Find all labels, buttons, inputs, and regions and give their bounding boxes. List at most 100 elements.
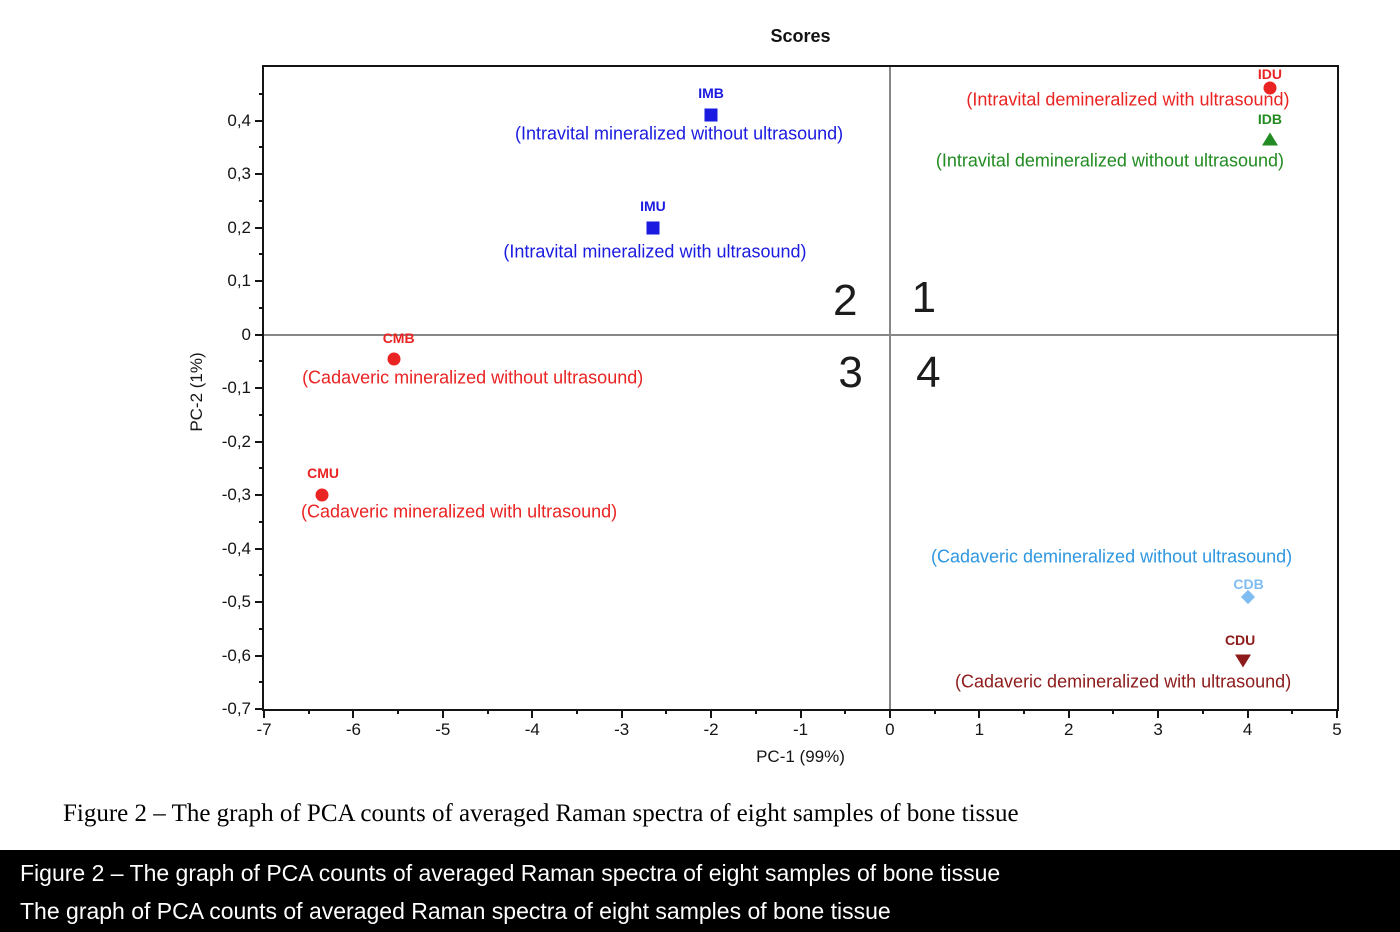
point-code-label-CMB: CMB	[382, 329, 415, 346]
y-axis-tick-label: -0,6	[221, 645, 251, 665]
y-axis-minor-tick	[259, 520, 264, 523]
square-marker-icon	[646, 221, 660, 234]
x-axis-minor-tick	[1112, 709, 1115, 714]
point-code-label-IDB: IDB	[1257, 111, 1282, 128]
x-axis-tick	[531, 709, 534, 718]
x-axis-tick-label: -5	[435, 720, 451, 739]
x-axis-tick-label: 4	[1242, 720, 1253, 739]
y-axis-minor-tick	[259, 360, 264, 363]
x-axis-title: PC-1 (99%)	[756, 747, 845, 766]
x-axis-tick	[978, 709, 981, 718]
y-axis-tick-label: 0	[241, 324, 251, 344]
x-axis-tick-label: -3	[614, 720, 630, 739]
data-point-marker-CDU	[1235, 654, 1252, 668]
point-desc-label-IDB: (Intravital demineralized without ultras…	[935, 150, 1285, 171]
diamond-marker-icon	[1240, 589, 1255, 604]
y-axis-tick-label: 0,1	[227, 271, 251, 290]
point-code-label-CDU: CDU	[1224, 631, 1256, 648]
figure-caption: Figure 2 – The graph of PCA counts of av…	[63, 800, 1019, 827]
point-desc-label-CDB: (Cadaveric demineralized without ultraso…	[930, 546, 1293, 567]
x-axis-tick	[263, 709, 265, 718]
y-axis-tick-label: -0,1	[221, 378, 251, 397]
y-axis-tick	[255, 226, 264, 229]
x-axis-tick	[441, 709, 444, 718]
x-axis-minor-tick	[844, 709, 847, 714]
x-axis-tick	[799, 709, 802, 718]
point-code-label-IMU: IMU	[640, 197, 666, 214]
x-axis-tick	[1067, 709, 1070, 718]
y-axis-tick	[255, 333, 264, 336]
y-axis-minor-tick	[259, 253, 264, 256]
caption-bar-line2: The graph of PCA counts of averaged Rama…	[20, 898, 891, 924]
point-desc-label-IDU: (Intravital demineralized with ultrasoun…	[966, 89, 1290, 110]
y-axis-tick	[255, 654, 264, 657]
point-desc-label-IMU: (Intravital mineralized with ultrasound)	[503, 241, 807, 261]
x-axis-tick-label: 2	[1064, 720, 1074, 739]
zero-line-horizontal	[264, 333, 1337, 336]
x-axis-minor-tick	[933, 709, 936, 714]
point-code-label-IMB: IMB	[698, 85, 724, 102]
quadrant-label-2: 2	[832, 276, 858, 326]
y-axis-minor-tick	[259, 681, 264, 684]
x-axis-tick-label: 5	[1332, 720, 1342, 739]
data-point-marker-CMU	[315, 488, 329, 502]
y-axis-tick	[255, 280, 264, 282]
y-axis-tick	[255, 119, 264, 122]
data-point-marker-IMU	[646, 221, 660, 234]
y-axis-tick	[255, 387, 264, 389]
y-axis-tick-label: -0,7	[221, 699, 251, 718]
y-axis-minor-tick	[259, 627, 264, 630]
x-axis-minor-tick	[1291, 709, 1294, 714]
plot-area: -7 -6 -5 -4 -3 -2 -1 0 1 2 3 4 5 0,4 0,3 0,2 0,1 0 -0,1 -0,…	[222, 65, 1342, 739]
circle-marker-icon	[315, 488, 329, 502]
x-axis-minor-tick	[754, 709, 757, 714]
y-axis-tick-label: 0,4	[227, 110, 251, 130]
point-code-label-CMU: CMU	[307, 465, 340, 481]
data-point-marker-CDB	[1240, 589, 1255, 604]
x-axis-minor-tick	[486, 709, 489, 714]
x-axis-tick-label: -1	[792, 720, 809, 739]
y-axis-minor-tick	[259, 146, 264, 149]
y-axis-tick	[255, 708, 264, 710]
y-axis-tick	[255, 173, 264, 175]
x-axis-tick	[888, 709, 891, 718]
y-axis-minor-tick	[259, 199, 264, 202]
caption-bar: Figure 2 – The graph of PCA counts of av…	[0, 850, 1400, 932]
y-axis-tick	[255, 494, 264, 496]
x-axis-tick-label: 3	[1153, 720, 1163, 739]
quadrant-label-4: 4	[916, 348, 941, 398]
x-axis-tick	[710, 709, 713, 718]
x-axis-minor-tick	[665, 709, 668, 714]
x-axis-minor-tick	[1023, 709, 1026, 714]
circle-marker-icon	[387, 352, 401, 366]
x-axis-minor-tick	[1201, 709, 1204, 714]
caption-bar-line1: Figure 2 – The graph of PCA counts of av…	[20, 860, 1001, 886]
y-axis-tick-label: 0,2	[227, 217, 251, 237]
x-axis-tick-label: -2	[703, 720, 719, 739]
y-axis-minor-tick	[259, 413, 264, 416]
y-axis-tick	[255, 601, 264, 603]
quadrant-label-3: 3	[838, 348, 863, 398]
x-axis-tick	[1246, 709, 1249, 718]
x-axis-tick-label: -7	[256, 720, 272, 739]
point-desc-label-CMU: (Cadaveric mineralized with ultrasound)	[301, 501, 618, 522]
y-axis-title: PC-2 (1%)	[187, 352, 206, 432]
x-axis-tick	[620, 709, 623, 718]
y-axis-tick-label: -0,4	[221, 538, 251, 558]
data-point-marker-CMB	[387, 352, 401, 366]
x-axis-tick-label: -6	[345, 720, 361, 739]
x-axis-minor-tick	[575, 709, 578, 714]
x-axis-tick-label: 1	[974, 720, 985, 739]
y-axis-minor-tick	[259, 574, 264, 577]
y-axis-minor-tick	[259, 306, 264, 309]
zero-line-vertical	[888, 67, 891, 709]
x-axis-tick	[352, 709, 355, 718]
x-axis-tick-label: 0	[885, 720, 895, 739]
point-desc-label-CMB: (Cadaveric mineralized without ultrasoun…	[302, 367, 644, 388]
y-axis-tick	[255, 547, 264, 550]
y-axis-tick-label: -0,5	[221, 592, 251, 611]
circle-marker-icon	[1263, 81, 1277, 95]
chart-title: Scores	[770, 26, 831, 46]
data-point-marker-IDU	[1263, 81, 1277, 95]
